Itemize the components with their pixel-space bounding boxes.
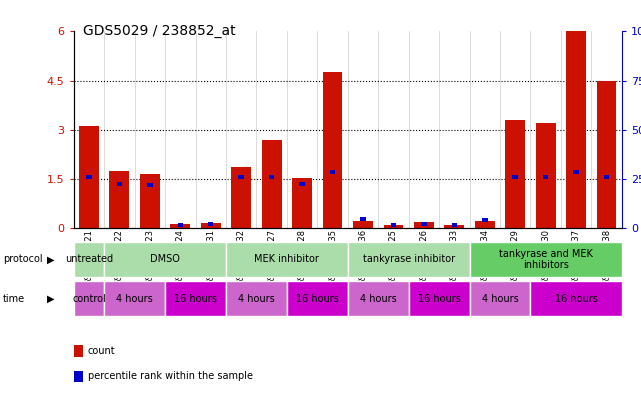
Bar xyxy=(238,175,244,179)
Bar xyxy=(299,182,305,186)
Bar xyxy=(360,217,366,221)
Text: control: control xyxy=(72,294,106,304)
Bar xyxy=(390,223,396,227)
Text: time: time xyxy=(3,294,26,304)
Bar xyxy=(597,81,617,228)
Bar xyxy=(530,281,622,316)
Bar xyxy=(482,218,488,222)
Text: GDS5029 / 238852_at: GDS5029 / 238852_at xyxy=(83,24,236,38)
Bar xyxy=(117,182,122,186)
Bar xyxy=(347,281,409,316)
Bar xyxy=(414,222,434,228)
Text: tankyrase inhibitor: tankyrase inhibitor xyxy=(363,254,454,264)
Bar xyxy=(383,225,403,228)
Bar xyxy=(171,224,190,228)
Text: 16 hours: 16 hours xyxy=(296,294,338,304)
Bar xyxy=(147,184,153,187)
Bar xyxy=(287,281,347,316)
Text: 4 hours: 4 hours xyxy=(481,294,519,304)
Text: MEK inhibitor: MEK inhibitor xyxy=(254,254,319,264)
Text: tankyrase and MEK
inhibitors: tankyrase and MEK inhibitors xyxy=(499,249,592,270)
Bar xyxy=(74,281,104,316)
Bar xyxy=(165,281,226,316)
Bar xyxy=(512,175,518,179)
Bar xyxy=(444,225,464,228)
Bar xyxy=(505,120,525,228)
Bar xyxy=(536,123,556,228)
Text: ▶: ▶ xyxy=(47,254,54,264)
Bar xyxy=(475,221,495,228)
Text: 4 hours: 4 hours xyxy=(360,294,397,304)
Text: 4 hours: 4 hours xyxy=(116,294,153,304)
Bar xyxy=(86,175,92,179)
Text: protocol: protocol xyxy=(3,254,43,264)
Text: 16 hours: 16 hours xyxy=(174,294,217,304)
Text: ▶: ▶ xyxy=(47,294,54,304)
Bar xyxy=(329,170,335,174)
Bar xyxy=(208,222,213,226)
Text: DMSO: DMSO xyxy=(150,254,180,264)
Bar xyxy=(262,140,281,228)
Text: untreated: untreated xyxy=(65,254,113,264)
Text: 16 hours: 16 hours xyxy=(418,294,460,304)
Bar xyxy=(421,222,427,226)
Bar xyxy=(269,175,274,179)
Bar xyxy=(322,72,342,228)
Bar xyxy=(347,242,469,277)
Bar xyxy=(178,223,183,227)
Bar xyxy=(79,127,99,228)
Bar xyxy=(226,281,287,316)
Bar xyxy=(451,223,457,227)
Bar xyxy=(566,31,586,228)
Bar xyxy=(104,281,165,316)
Bar xyxy=(469,281,530,316)
Bar xyxy=(409,281,469,316)
Bar xyxy=(573,170,579,174)
Bar xyxy=(231,167,251,228)
Bar xyxy=(140,174,160,228)
Bar xyxy=(353,221,373,228)
Bar xyxy=(104,242,226,277)
Bar xyxy=(469,242,622,277)
Bar xyxy=(292,178,312,228)
Bar xyxy=(201,223,221,228)
Bar xyxy=(226,242,347,277)
Bar xyxy=(110,171,129,228)
Text: count: count xyxy=(88,346,115,356)
Bar xyxy=(74,242,104,277)
Bar xyxy=(543,175,549,179)
Text: 16 hours: 16 hours xyxy=(554,294,597,304)
Bar xyxy=(604,175,610,179)
Text: percentile rank within the sample: percentile rank within the sample xyxy=(88,371,253,382)
Text: 4 hours: 4 hours xyxy=(238,294,275,304)
